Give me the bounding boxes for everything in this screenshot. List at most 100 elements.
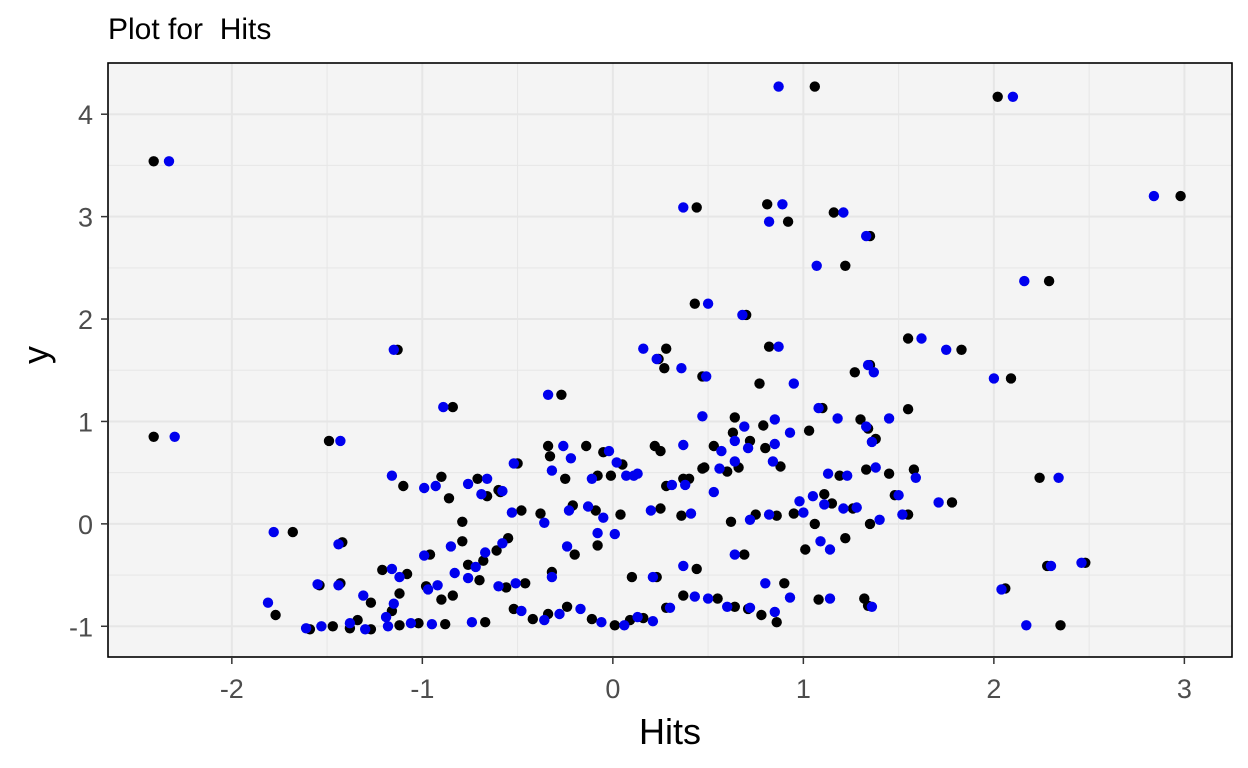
y-axis-title: y	[15, 346, 56, 364]
data-point	[819, 489, 830, 500]
data-point	[560, 473, 571, 484]
data-point	[760, 578, 771, 589]
data-point	[605, 470, 617, 481]
data-point	[722, 601, 733, 612]
data-point	[788, 508, 799, 519]
data-point	[815, 536, 826, 547]
data-point	[756, 609, 767, 621]
data-point	[386, 470, 398, 481]
data-point	[708, 440, 719, 452]
data-point	[807, 491, 819, 502]
data-point	[419, 482, 430, 494]
data-point	[813, 402, 824, 414]
data-point	[388, 344, 399, 355]
data-point	[377, 564, 388, 576]
data-point	[697, 411, 708, 422]
data-point	[784, 592, 796, 603]
data-point	[941, 344, 952, 355]
data-point	[457, 536, 468, 547]
data-point	[771, 617, 782, 628]
data-point	[1021, 620, 1032, 631]
data-point	[800, 544, 811, 555]
data-point	[828, 207, 839, 218]
data-point	[861, 421, 872, 432]
data-point	[744, 602, 756, 613]
data-point	[382, 621, 394, 632]
data-point	[344, 618, 356, 629]
data-point	[714, 463, 725, 474]
data-point	[701, 371, 712, 382]
data-point	[777, 199, 788, 210]
data-point	[811, 260, 822, 271]
data-point	[739, 421, 750, 432]
data-point	[763, 341, 775, 352]
data-point	[655, 503, 666, 514]
data-point	[779, 578, 790, 589]
data-point	[586, 613, 598, 625]
data-point	[861, 230, 872, 242]
data-point	[438, 401, 449, 413]
data-point	[609, 620, 620, 631]
data-point	[316, 621, 327, 632]
y-tick-label: -1	[69, 612, 93, 642]
data-point	[542, 389, 554, 400]
data-point	[539, 517, 550, 528]
data-point	[592, 527, 603, 539]
data-point	[676, 510, 687, 521]
data-point	[729, 412, 740, 423]
data-point	[621, 470, 632, 481]
data-point	[394, 588, 405, 599]
data-point	[615, 509, 626, 520]
data-point	[988, 373, 1000, 384]
data-point	[1019, 275, 1030, 287]
data-point	[1175, 190, 1186, 202]
data-point	[426, 619, 438, 630]
data-point	[933, 497, 944, 508]
data-point	[497, 538, 508, 549]
data-point	[678, 439, 689, 451]
data-point	[462, 572, 474, 584]
data-point	[775, 461, 786, 472]
data-point	[457, 516, 468, 527]
plot-panel	[108, 63, 1232, 657]
data-point	[470, 561, 481, 573]
data-point	[510, 578, 521, 589]
data-point	[270, 609, 281, 621]
data-point	[476, 489, 487, 500]
data-point	[655, 445, 666, 457]
data-point	[689, 591, 700, 602]
data-point	[773, 81, 784, 92]
data-point	[773, 341, 784, 352]
y-tick-label: 3	[78, 203, 93, 233]
data-point	[554, 608, 565, 620]
data-point	[632, 611, 643, 623]
x-tick-label: 3	[1177, 674, 1192, 704]
data-point	[763, 216, 775, 227]
data-point	[784, 427, 796, 438]
data-point	[493, 581, 504, 592]
data-point	[809, 518, 820, 530]
data-point	[598, 512, 609, 523]
data-point	[908, 464, 920, 475]
data-point	[520, 578, 531, 589]
data-point	[803, 425, 815, 436]
data-point	[666, 479, 678, 491]
data-point	[737, 309, 748, 321]
data-point	[771, 510, 782, 521]
data-point	[480, 547, 491, 558]
data-point	[333, 539, 344, 550]
data-point	[628, 470, 639, 481]
data-point	[1043, 275, 1055, 287]
data-point	[169, 431, 180, 442]
data-point	[758, 420, 769, 431]
chart-title: Plot for Hits	[108, 13, 271, 46]
data-point	[716, 445, 727, 457]
data-point	[855, 414, 866, 425]
data-point	[769, 438, 780, 450]
data-point	[1076, 557, 1087, 568]
data-point	[647, 571, 659, 583]
data-point	[586, 473, 598, 484]
data-point	[874, 514, 885, 525]
data-point	[300, 623, 312, 634]
